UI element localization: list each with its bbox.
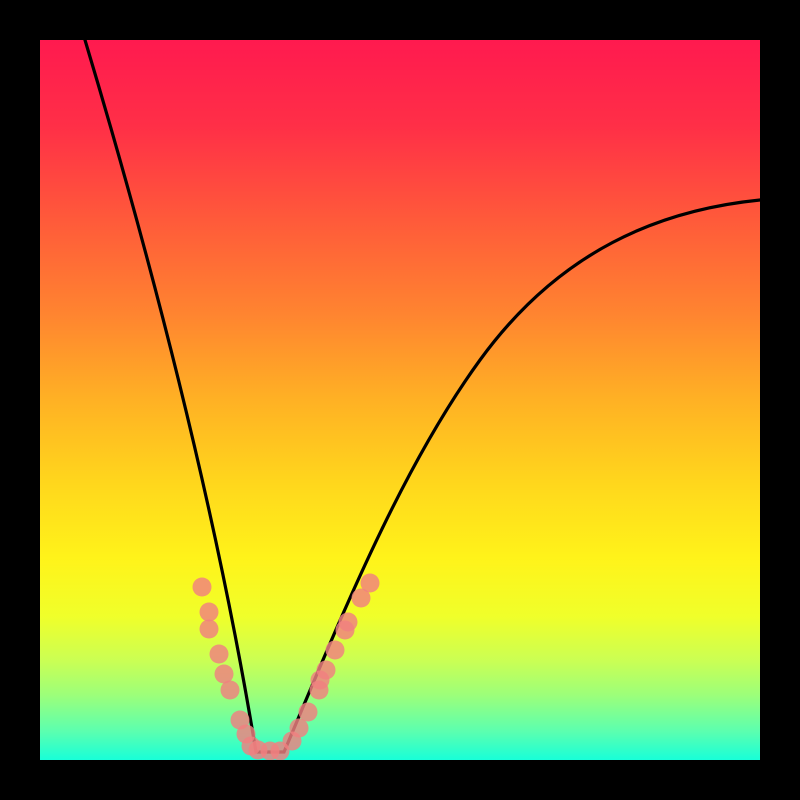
soft-dot [200, 620, 219, 639]
gradient-background-rect [40, 40, 760, 760]
plot-area [40, 40, 760, 760]
soft-dot [361, 574, 380, 593]
soft-dot [221, 681, 240, 700]
soft-dot [193, 578, 212, 597]
frame-left [0, 0, 40, 800]
soft-dot [326, 641, 345, 660]
soft-dot [210, 645, 229, 664]
frame-bottom [0, 760, 800, 800]
frame-right [760, 0, 800, 800]
soft-dot [290, 719, 309, 738]
soft-dot [299, 703, 318, 722]
soft-dot [317, 661, 336, 680]
curves-svg [40, 40, 760, 760]
frame-top [0, 0, 800, 40]
soft-dot [200, 603, 219, 622]
soft-dot [339, 613, 358, 632]
